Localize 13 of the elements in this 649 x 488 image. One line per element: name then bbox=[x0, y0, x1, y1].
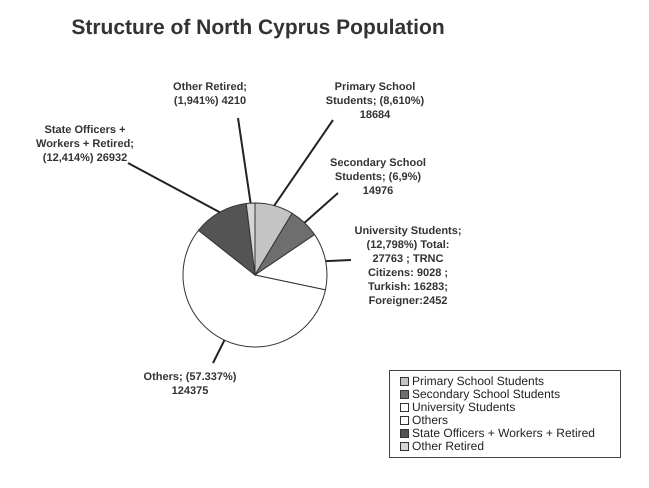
legend-label: Other Retired bbox=[412, 439, 484, 453]
legend-label: Secondary School Students bbox=[412, 387, 560, 401]
legend-label: University Students bbox=[412, 400, 516, 414]
chart-title: Structure of North Cyprus Population bbox=[70, 16, 446, 40]
data-label: Others; (57.337%) 124375 bbox=[144, 371, 237, 397]
data-label: Other Retired; (1,941%) 4210 bbox=[173, 81, 247, 107]
data-label: Secondary School Students; (6,9%) 14976 bbox=[330, 157, 426, 197]
legend-label: State Officers + Workers + Retired bbox=[412, 426, 595, 440]
legend-label: Primary School Students bbox=[412, 374, 544, 388]
data-label: University Students; (12,798%) Total: 27763 ; TRNC Citizens: 9028 ; Turkish: 16283; Foreigner:2452 bbox=[354, 225, 462, 307]
legend-label: Others bbox=[412, 413, 448, 427]
data-label: Primary School Students; (8,610%) 18684 bbox=[326, 81, 425, 121]
data-label: State Officers + Workers + Retired; (12,414%) 26932 bbox=[36, 124, 134, 164]
